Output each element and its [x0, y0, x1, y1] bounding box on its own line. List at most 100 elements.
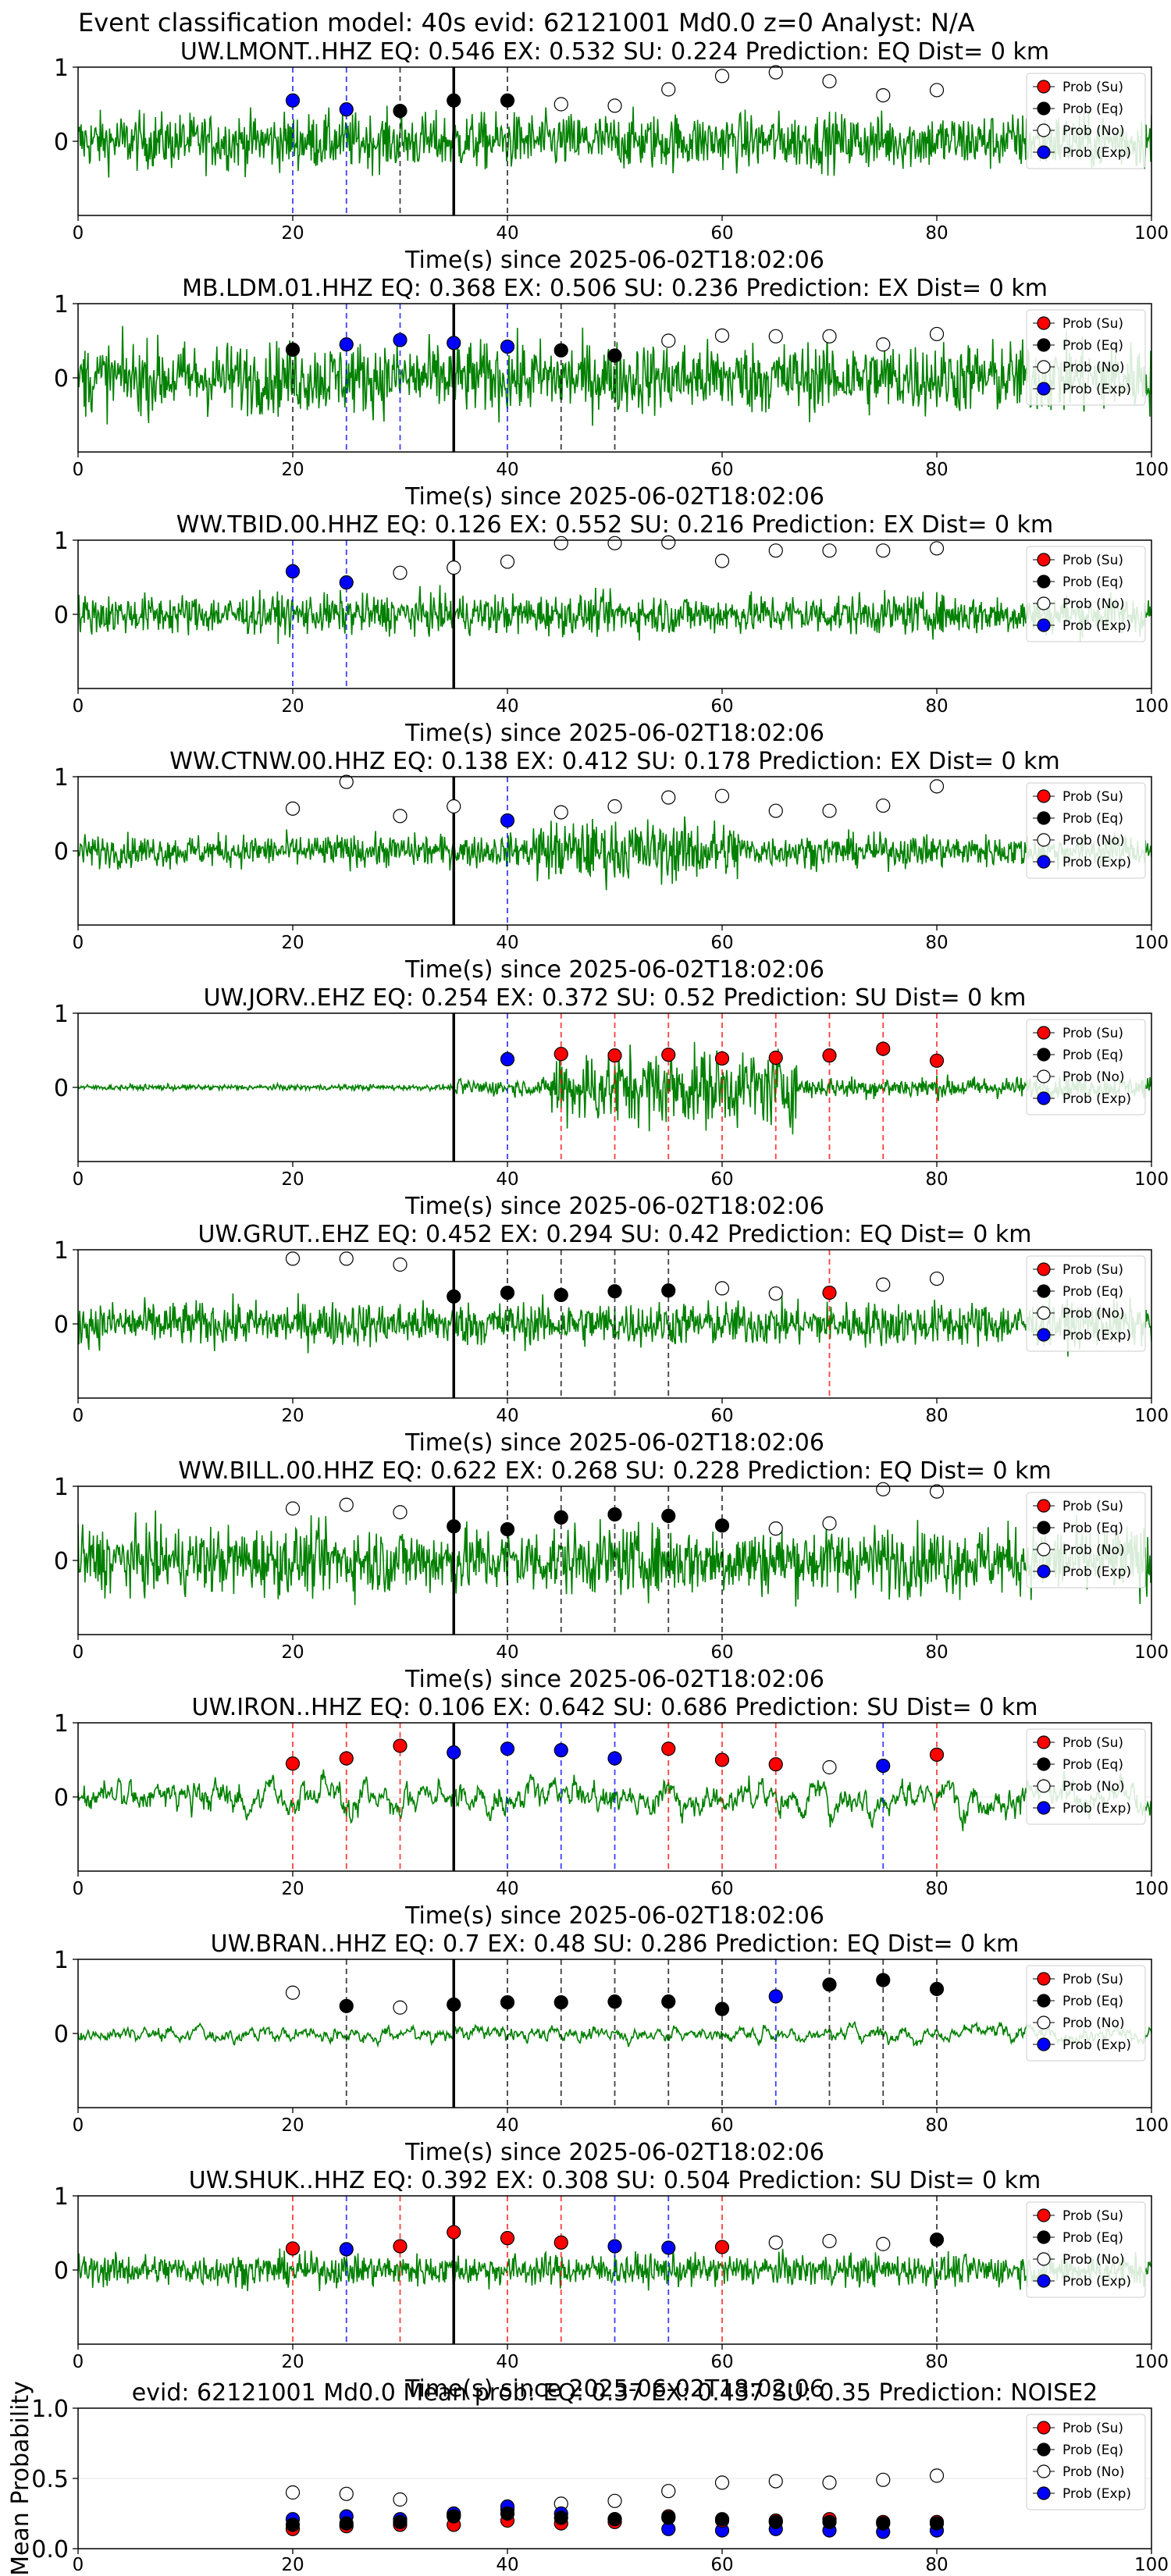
- y-tick-label: 1: [54, 1474, 69, 1501]
- prob-point-eq: [929, 2232, 945, 2247]
- y-tick-label: 1: [54, 1947, 69, 1974]
- legend-label: Prob (Exp): [1062, 2486, 1131, 2502]
- prob-point-no: [393, 809, 408, 824]
- legend-label: Prob (No): [1062, 1542, 1125, 1558]
- legend-label: Prob (No): [1062, 360, 1125, 375]
- legend-marker-eq: [1037, 575, 1051, 589]
- prob-point-exp: [607, 1751, 622, 1766]
- legend-marker-no: [1037, 2016, 1051, 2030]
- prob-point-no: [822, 1759, 837, 1775]
- x-tick-label: 40: [496, 1879, 518, 1899]
- x-tick-label: 40: [496, 696, 518, 717]
- prob-point-no: [768, 65, 783, 80]
- legend-label: Prob (Eq): [1062, 1994, 1123, 2009]
- y-tick-label: 0: [54, 2021, 69, 2048]
- prob-point-su: [661, 1048, 676, 1062]
- subplot-xlabel: Time(s) since 2025-06-02T18:02:06: [404, 2139, 824, 2166]
- prob-point-su: [553, 2235, 568, 2250]
- legend: Prob (Su) Prob (Eq) Prob (No) Prob (Exp): [1026, 2414, 1146, 2510]
- y-tick-label: 1: [54, 1001, 69, 1028]
- prob-point-exp: [339, 102, 354, 117]
- legend-marker-eq: [1037, 1521, 1051, 1535]
- prob-point-eq: [500, 93, 515, 108]
- prob-point-no: [714, 328, 730, 343]
- x-tick-label: 20: [281, 2555, 304, 2575]
- legend-label: Prob (Eq): [1062, 2230, 1123, 2246]
- prob-point-exp: [607, 2239, 622, 2254]
- legend-box: [1026, 309, 1146, 406]
- subplot-xlabel: Time(s) since 2025-06-02T18:02:06: [404, 956, 824, 984]
- prob-point-exp: [500, 1742, 515, 1756]
- x-tick-label: 100: [1134, 2352, 1169, 2372]
- prob-point-exp: [339, 337, 354, 352]
- legend-box: [1026, 546, 1146, 642]
- prob-point-no: [768, 543, 783, 558]
- legend-marker-eq: [1037, 1048, 1051, 1062]
- x-tick-label: 80: [925, 1406, 948, 1426]
- prob-point-exp: [876, 1759, 891, 1774]
- legend-marker-exp: [1037, 2274, 1051, 2288]
- prob-point-su: [339, 1751, 354, 1766]
- legend-label: Prob (No): [1062, 123, 1125, 139]
- prob-point-no: [876, 87, 891, 103]
- legend-marker-eq: [1037, 1757, 1051, 1771]
- prob-point-no: [929, 541, 945, 556]
- legend-label: Prob (Exp): [1062, 1328, 1131, 1343]
- y-tick-label: 0: [54, 1311, 69, 1339]
- x-tick-label: 0: [73, 460, 84, 480]
- x-tick-label: 0: [73, 933, 84, 953]
- legend-label: Prob (Exp): [1062, 2274, 1131, 2290]
- prob-point-no: [393, 1257, 408, 1272]
- mean-point-eq: [500, 2506, 515, 2521]
- legend-marker-eq: [1037, 811, 1051, 825]
- legend-marker-su: [1037, 2208, 1051, 2222]
- legend-marker-exp: [1037, 1801, 1051, 1815]
- legend-label: Prob (Eq): [1062, 338, 1123, 354]
- prob-point-su: [714, 1051, 730, 1066]
- x-tick-label: 40: [496, 2352, 518, 2372]
- legend: Prob (Su) Prob (Eq) Prob (No) Prob (Exp): [1026, 309, 1146, 406]
- y-tick-label: 0: [54, 129, 69, 156]
- legend-marker-no: [1037, 833, 1051, 847]
- legend-label: Prob (Eq): [1062, 1521, 1123, 1536]
- prob-point-no: [285, 801, 301, 816]
- legend-marker-exp: [1037, 145, 1051, 159]
- prob-point-no: [822, 1516, 837, 1531]
- prob-point-eq: [661, 1994, 676, 2009]
- legend-label: Prob (Su): [1062, 1499, 1123, 1514]
- legend-marker-exp: [1037, 618, 1051, 632]
- legend: Prob (Su) Prob (Eq) Prob (No) Prob (Exp): [1026, 1019, 1146, 1115]
- legend-marker-no: [1037, 2252, 1051, 2266]
- x-tick-label: 20: [281, 1406, 304, 1426]
- legend-marker-exp: [1037, 2486, 1051, 2500]
- x-tick-label: 40: [496, 2115, 518, 2136]
- mean-point-eq: [822, 2514, 837, 2529]
- prob-point-no: [607, 535, 622, 550]
- legend-label: Prob (Exp): [1062, 1801, 1131, 1816]
- legend-label: Prob (Exp): [1062, 2037, 1131, 2053]
- prob-point-su: [714, 1752, 730, 1767]
- legend-marker-su: [1037, 80, 1051, 94]
- x-tick-label: 100: [1134, 2555, 1169, 2575]
- y-tick-label: 0: [54, 602, 69, 629]
- prob-point-no: [822, 543, 837, 558]
- waveform-trace: [78, 816, 1151, 891]
- prob-point-su: [607, 1048, 622, 1063]
- prob-point-eq: [393, 103, 408, 119]
- x-tick-label: 80: [925, 1642, 948, 1663]
- prob-point-eq: [929, 1981, 945, 1997]
- legend: Prob (Su) Prob (Eq) Prob (No) Prob (Exp): [1026, 1965, 1146, 2062]
- prob-point-no: [285, 1985, 301, 2000]
- x-tick-label: 20: [281, 933, 304, 953]
- prob-point-no: [661, 535, 676, 550]
- prob-point-no: [876, 798, 891, 813]
- subplot-4: WW.CTNW.00.HHZ EQ: 0.138 EX: 0.412 SU: 0…: [54, 748, 1169, 984]
- legend: Prob (Su) Prob (Eq) Prob (No) Prob (Exp): [1026, 782, 1146, 879]
- mean-point-eq: [393, 2514, 408, 2529]
- prob-point-su: [500, 2231, 515, 2246]
- subplot-7: WW.BILL.00.HHZ EQ: 0.622 EX: 0.268 SU: 0…: [54, 1457, 1169, 1693]
- legend-label: Prob (Su): [1062, 2208, 1123, 2224]
- subplot-title: UW.SHUK..HHZ EQ: 0.392 EX: 0.308 SU: 0.5…: [189, 2167, 1041, 2194]
- mean-point-no: [929, 2468, 945, 2483]
- legend-box: [1026, 2414, 1146, 2510]
